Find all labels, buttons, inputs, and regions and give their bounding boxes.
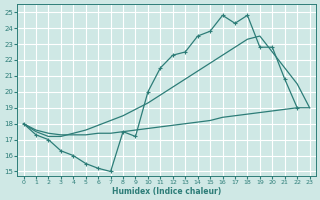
X-axis label: Humidex (Indice chaleur): Humidex (Indice chaleur) — [112, 187, 221, 196]
